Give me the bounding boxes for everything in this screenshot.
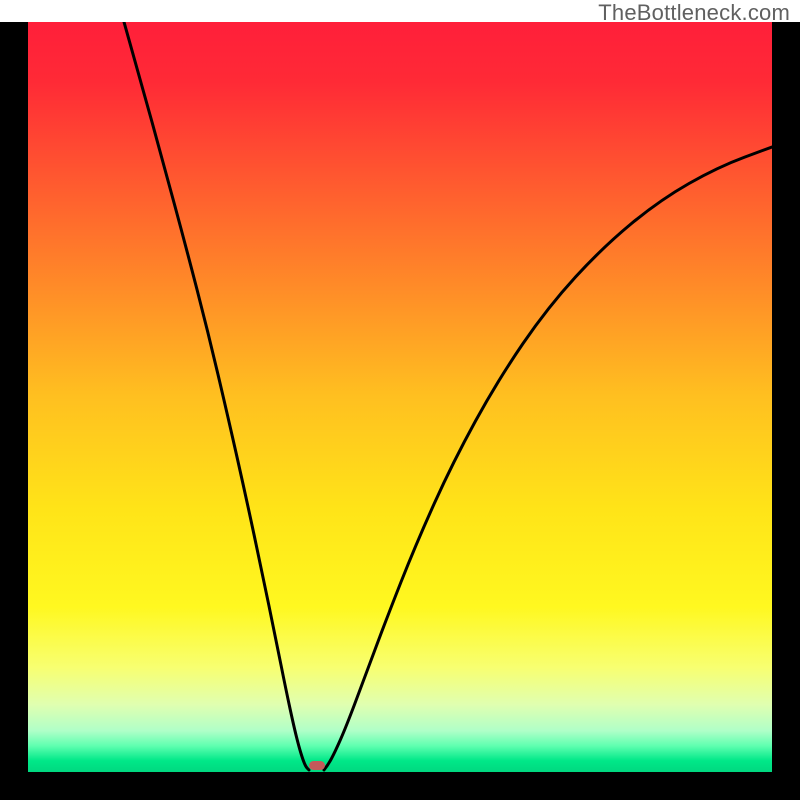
optimum-marker [309,761,325,770]
chart-frame [0,22,800,800]
curve-right-branch [324,147,772,770]
bottleneck-curve [28,22,772,772]
curve-left-branch [124,22,309,770]
attribution-text: TheBottleneck.com [598,0,790,26]
bottleneck-chart: TheBottleneck.com [0,0,800,800]
plot-area [28,22,772,772]
